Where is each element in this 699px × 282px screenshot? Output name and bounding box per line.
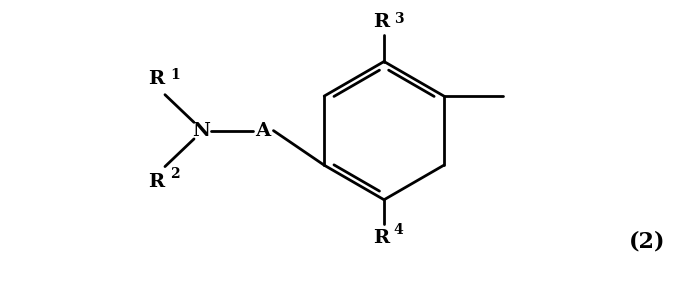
Text: 3: 3 bbox=[394, 12, 404, 26]
Text: 4: 4 bbox=[394, 222, 403, 237]
Text: A: A bbox=[256, 122, 271, 140]
Text: 1: 1 bbox=[170, 68, 180, 82]
Text: R: R bbox=[373, 229, 389, 247]
Text: R: R bbox=[148, 173, 164, 191]
Text: R: R bbox=[373, 13, 389, 31]
Text: N: N bbox=[192, 122, 210, 140]
Text: R: R bbox=[148, 70, 164, 88]
Text: 2: 2 bbox=[170, 167, 180, 180]
Text: (2): (2) bbox=[628, 230, 665, 252]
